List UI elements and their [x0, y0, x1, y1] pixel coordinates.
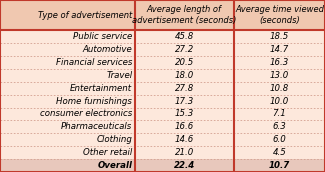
Text: 14.6: 14.6: [175, 135, 194, 144]
Text: 16.3: 16.3: [270, 58, 289, 67]
Bar: [0, 159, 325, 172]
Text: Average length of
advertisement (seconds): Average length of advertisement (seconds…: [132, 5, 237, 25]
Text: 45.8: 45.8: [175, 32, 194, 41]
Text: 6.3: 6.3: [273, 122, 286, 131]
Text: Home furnishings: Home furnishings: [57, 96, 132, 106]
Text: 20.5: 20.5: [175, 58, 194, 67]
Text: 14.7: 14.7: [270, 45, 289, 54]
Text: 18.5: 18.5: [270, 32, 289, 41]
Text: Average time viewed
(seconds): Average time viewed (seconds): [235, 5, 324, 25]
Text: Other retail: Other retail: [83, 148, 132, 157]
Text: 15.3: 15.3: [175, 109, 194, 119]
Text: Public service: Public service: [73, 32, 132, 41]
Text: Overall: Overall: [97, 161, 132, 170]
Bar: [0, 30, 325, 43]
Text: Travel: Travel: [106, 71, 132, 80]
Text: Financial services: Financial services: [56, 58, 132, 67]
Text: Pharmaceuticals: Pharmaceuticals: [61, 122, 132, 131]
Text: Clothing: Clothing: [97, 135, 132, 144]
Bar: [0, 108, 325, 120]
Bar: [0, 120, 325, 133]
Bar: [0, 0, 325, 30]
Text: Type of advertisement: Type of advertisement: [38, 10, 132, 20]
Text: 4.5: 4.5: [273, 148, 286, 157]
Text: 10.8: 10.8: [270, 84, 289, 93]
Bar: [0, 146, 325, 159]
Text: consumer electronics: consumer electronics: [40, 109, 132, 119]
Text: 10.7: 10.7: [269, 161, 290, 170]
Text: 17.3: 17.3: [175, 96, 194, 106]
Text: 16.6: 16.6: [175, 122, 194, 131]
Bar: [0, 56, 325, 69]
Text: 27.8: 27.8: [175, 84, 194, 93]
Text: 6.0: 6.0: [273, 135, 286, 144]
Bar: [0, 95, 325, 108]
Text: 13.0: 13.0: [270, 71, 289, 80]
Bar: [0, 43, 325, 56]
Text: 21.0: 21.0: [175, 148, 194, 157]
Bar: [0, 133, 325, 146]
Text: 7.1: 7.1: [273, 109, 286, 119]
Text: Automotive: Automotive: [83, 45, 132, 54]
Text: Entertainment: Entertainment: [70, 84, 132, 93]
Text: 22.4: 22.4: [174, 161, 195, 170]
Text: 18.0: 18.0: [175, 71, 194, 80]
Bar: [0, 82, 325, 95]
Text: 10.0: 10.0: [270, 96, 289, 106]
Text: 27.2: 27.2: [175, 45, 194, 54]
Bar: [0, 69, 325, 82]
